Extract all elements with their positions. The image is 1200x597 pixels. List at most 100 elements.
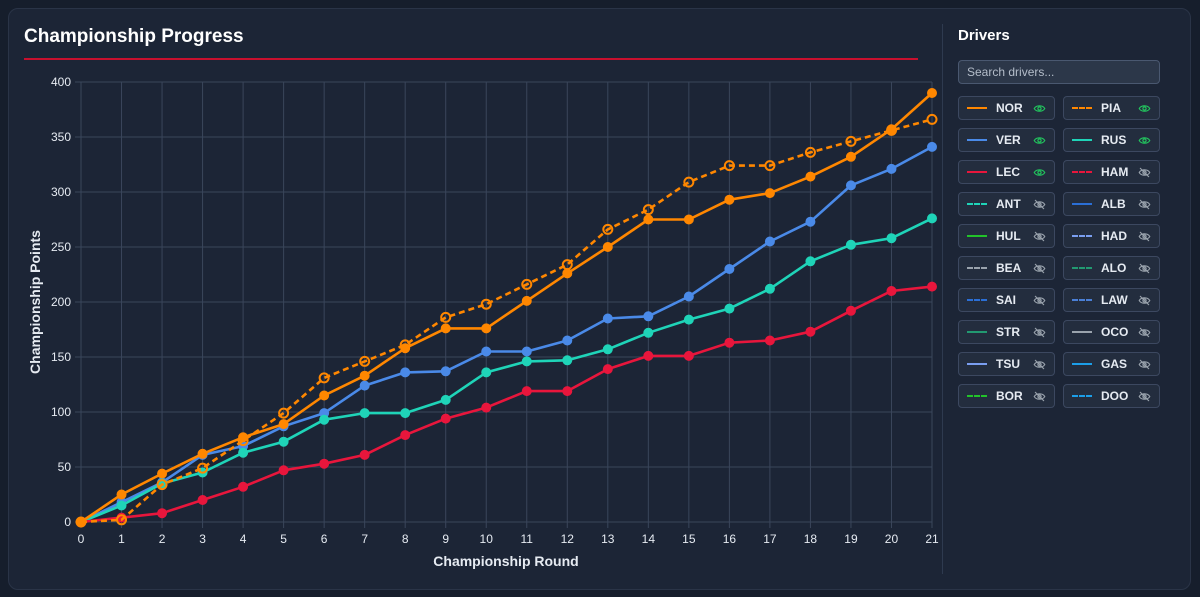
eye-off-icon[interactable] xyxy=(1033,294,1046,307)
data-point[interactable] xyxy=(683,314,694,325)
data-point[interactable] xyxy=(278,465,289,476)
data-point[interactable] xyxy=(197,462,209,474)
data-point[interactable] xyxy=(602,313,613,324)
data-point[interactable] xyxy=(723,160,735,172)
driver-toggle-doo[interactable]: DOO xyxy=(1063,384,1160,408)
data-point[interactable] xyxy=(886,124,897,135)
data-point[interactable] xyxy=(481,346,492,357)
data-point[interactable] xyxy=(440,311,452,323)
data-point[interactable] xyxy=(926,113,938,125)
eye-icon[interactable] xyxy=(1138,134,1151,147)
data-point[interactable] xyxy=(805,256,816,267)
driver-toggle-sai[interactable]: SAI xyxy=(958,288,1055,312)
data-point[interactable] xyxy=(724,303,735,314)
data-point[interactable] xyxy=(440,413,451,424)
data-point[interactable] xyxy=(116,489,127,500)
data-point[interactable] xyxy=(440,394,451,405)
data-point[interactable] xyxy=(643,350,654,361)
eye-off-icon[interactable] xyxy=(1138,166,1151,179)
data-point[interactable] xyxy=(886,233,897,244)
data-point[interactable] xyxy=(481,367,492,378)
data-point[interactable] xyxy=(359,370,370,381)
data-point[interactable] xyxy=(521,346,532,357)
data-point[interactable] xyxy=(116,514,128,526)
data-point[interactable] xyxy=(440,323,451,334)
data-point[interactable] xyxy=(278,419,289,430)
data-point[interactable] xyxy=(805,216,816,227)
data-point[interactable] xyxy=(156,479,168,491)
data-point[interactable] xyxy=(764,335,775,346)
data-point[interactable] xyxy=(724,337,735,348)
eye-off-icon[interactable] xyxy=(1138,230,1151,243)
data-point[interactable] xyxy=(724,264,735,274)
data-point[interactable] xyxy=(643,311,654,322)
data-point[interactable] xyxy=(359,449,370,460)
data-point[interactable] xyxy=(76,517,86,527)
data-point[interactable] xyxy=(157,508,168,519)
data-point[interactable] xyxy=(845,239,856,250)
eye-icon[interactable] xyxy=(1033,166,1046,179)
driver-toggle-bea[interactable]: BEA xyxy=(958,256,1055,280)
data-point[interactable] xyxy=(319,390,330,401)
data-point[interactable] xyxy=(440,366,451,377)
data-point[interactable] xyxy=(886,163,897,174)
data-point[interactable] xyxy=(238,447,249,458)
data-point[interactable] xyxy=(886,286,897,296)
data-point[interactable] xyxy=(359,408,370,419)
data-point[interactable] xyxy=(562,268,573,279)
data-point[interactable] xyxy=(521,278,533,290)
data-point[interactable] xyxy=(157,468,168,479)
data-point[interactable] xyxy=(197,495,208,505)
eye-off-icon[interactable] xyxy=(1033,230,1046,243)
data-point[interactable] xyxy=(805,171,816,182)
eye-off-icon[interactable] xyxy=(1033,198,1046,211)
driver-toggle-str[interactable]: STR xyxy=(958,320,1055,344)
data-point[interactable] xyxy=(927,88,937,98)
data-point[interactable] xyxy=(562,355,573,366)
driver-search-input[interactable] xyxy=(958,60,1160,84)
data-point[interactable] xyxy=(238,432,249,443)
driver-toggle-tsu[interactable]: TSU xyxy=(958,352,1055,376)
driver-toggle-pia[interactable]: PIA xyxy=(1063,96,1160,120)
driver-toggle-rus[interactable]: RUS xyxy=(1063,128,1160,152)
data-point[interactable] xyxy=(400,367,411,378)
data-point[interactable] xyxy=(521,356,532,367)
data-point[interactable] xyxy=(602,344,613,355)
eye-icon[interactable] xyxy=(1033,134,1046,147)
eye-icon[interactable] xyxy=(1138,102,1151,115)
data-point[interactable] xyxy=(238,481,249,492)
data-point[interactable] xyxy=(805,326,816,337)
data-point[interactable] xyxy=(927,281,937,292)
data-point[interactable] xyxy=(804,146,816,158)
driver-toggle-ham[interactable]: HAM xyxy=(1063,160,1160,184)
data-point[interactable] xyxy=(481,323,492,334)
data-point[interactable] xyxy=(602,364,613,375)
eye-off-icon[interactable] xyxy=(1138,390,1151,403)
data-point[interactable] xyxy=(400,343,411,354)
data-point[interactable] xyxy=(764,160,776,172)
data-point[interactable] xyxy=(359,355,371,367)
data-point[interactable] xyxy=(359,380,370,391)
driver-toggle-alb[interactable]: ALB xyxy=(1063,192,1160,216)
data-point[interactable] xyxy=(845,135,857,147)
data-point[interactable] xyxy=(278,436,289,447)
data-point[interactable] xyxy=(400,408,411,419)
data-point[interactable] xyxy=(562,386,573,397)
driver-toggle-hul[interactable]: HUL xyxy=(958,224,1055,248)
driver-toggle-oco[interactable]: OCO xyxy=(1063,320,1160,344)
data-point[interactable] xyxy=(197,448,208,459)
driver-toggle-lec[interactable]: LEC xyxy=(958,160,1055,184)
data-point[interactable] xyxy=(845,151,856,162)
eye-off-icon[interactable] xyxy=(1138,262,1151,275)
eye-off-icon[interactable] xyxy=(1138,326,1151,339)
driver-toggle-ant[interactable]: ANT xyxy=(958,192,1055,216)
data-point[interactable] xyxy=(683,291,694,302)
data-point[interactable] xyxy=(521,295,532,306)
data-point[interactable] xyxy=(480,298,492,310)
data-point[interactable] xyxy=(521,386,532,397)
data-point[interactable] xyxy=(927,213,937,224)
data-point[interactable] xyxy=(319,414,330,425)
data-point[interactable] xyxy=(845,305,856,316)
data-point[interactable] xyxy=(400,430,411,441)
data-point[interactable] xyxy=(481,402,492,413)
